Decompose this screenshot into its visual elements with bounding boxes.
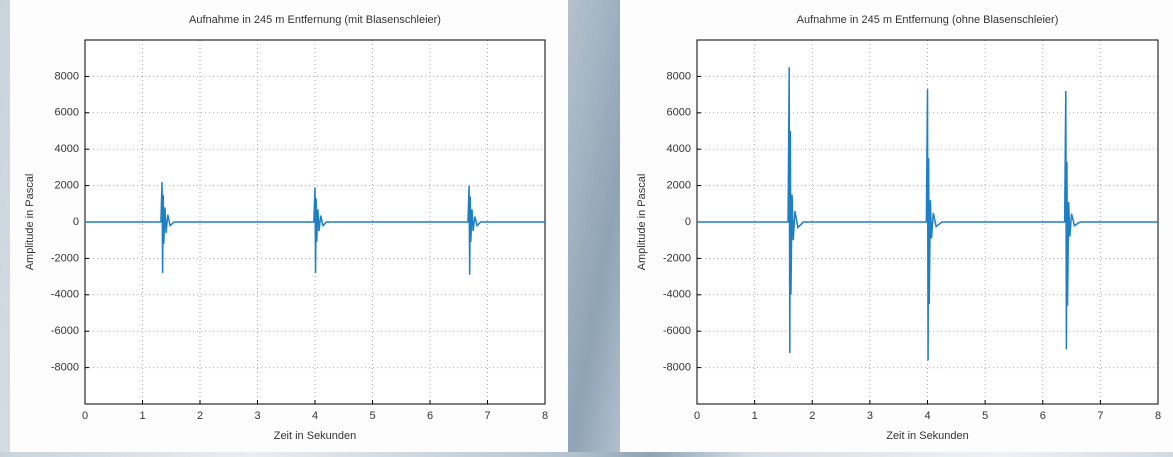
x-tick-label: 4 <box>924 410 930 422</box>
x-axis-label: Zeit in Sekunden <box>886 430 969 442</box>
x-tick-label: 3 <box>254 410 260 422</box>
x-tick-label: 5 <box>369 410 375 422</box>
x-tick-label: 6 <box>427 410 433 422</box>
y-tick-label: -2000 <box>663 252 691 264</box>
y-tick-label: -4000 <box>51 289 79 301</box>
x-tick-label: 1 <box>752 410 758 422</box>
signal-line <box>697 67 1158 361</box>
y-tick-label: 2000 <box>55 180 79 192</box>
y-tick-label: 8000 <box>667 70 691 82</box>
y-tick-label: 0 <box>73 216 79 228</box>
y-tick-label: -8000 <box>663 362 691 374</box>
y-tick-label: -6000 <box>663 325 691 337</box>
y-tick-label: 4000 <box>55 143 79 155</box>
chart-title: Aufnahme in 245 m Entfernung (mit Blasen… <box>189 14 441 26</box>
x-tick-label: 0 <box>694 410 700 422</box>
x-tick-label: 7 <box>484 410 490 422</box>
x-tick-label: 3 <box>867 410 873 422</box>
x-tick-label: 2 <box>809 410 815 422</box>
y-tick-label: -4000 <box>663 289 691 301</box>
y-axis-label: Amplitude in Pascal <box>636 174 648 271</box>
y-tick-label: 4000 <box>667 143 691 155</box>
x-tick-label: 4 <box>312 410 318 422</box>
y-tick-label: 0 <box>685 216 691 228</box>
y-tick-label: 8000 <box>55 70 79 82</box>
x-tick-label: 6 <box>1040 410 1046 422</box>
y-tick-label: -8000 <box>51 362 79 374</box>
x-tick-label: 8 <box>542 410 548 422</box>
y-tick-label: -2000 <box>51 252 79 264</box>
x-tick-label: 7 <box>1097 410 1103 422</box>
chart-title: Aufnahme in 245 m Entfernung (ohne Blase… <box>797 14 1059 26</box>
y-tick-label: 6000 <box>55 107 79 119</box>
x-tick-label: 8 <box>1155 410 1161 422</box>
x-tick-label: 5 <box>982 410 988 422</box>
x-tick-label: 0 <box>82 410 88 422</box>
x-tick-label: 1 <box>139 410 145 422</box>
y-axis-label: Amplitude in Pascal <box>24 174 36 271</box>
y-tick-label: 6000 <box>667 107 691 119</box>
y-tick-label: 2000 <box>667 180 691 192</box>
signal-line <box>85 181 545 275</box>
x-tick-label: 2 <box>197 410 203 422</box>
y-tick-label: -6000 <box>51 325 79 337</box>
x-axis-label: Zeit in Sekunden <box>274 430 357 442</box>
